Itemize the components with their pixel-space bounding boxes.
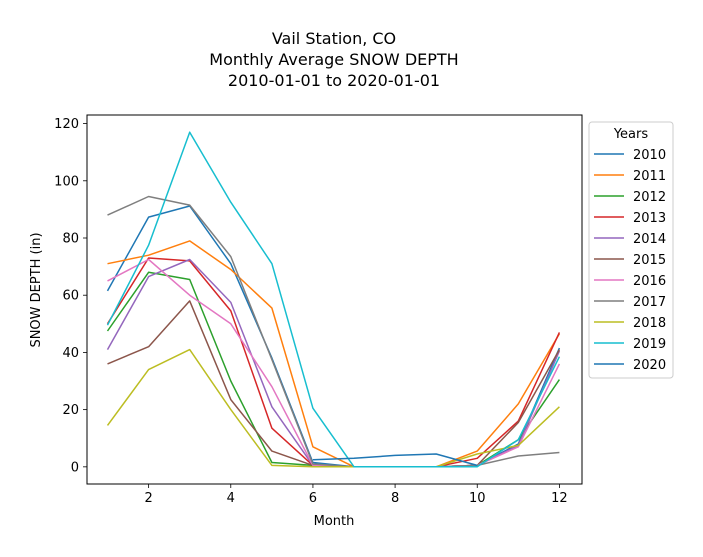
y-tick-label: 20 [62,403,79,418]
legend-label-2016: 2016 [633,274,666,289]
y-tick-label: 40 [62,346,79,361]
legend-label-2019: 2019 [633,337,666,352]
series-line-2014 [106,258,561,468]
x-tick-label: 10 [469,491,486,506]
legend: Years 2010 2011 2012 2013 2014 2015 2016 2017 20… [588,121,674,379]
series-line-2018 [106,348,560,468]
plot-frame [86,114,583,485]
series-line-2017 [107,195,560,468]
series-line-2019 [106,131,561,468]
x-axis-label: Month [314,514,355,529]
legend-label-2011: 2011 [633,169,666,184]
x-tick-label: 12 [551,491,568,506]
y-tick-label: 120 [54,117,79,132]
legend-label-2018: 2018 [633,316,666,331]
legend-label-2015: 2015 [633,253,666,268]
x-tick-label: 6 [309,491,317,506]
legend-label-2020: 2020 [633,358,666,373]
y-axis-label: SNOW DEPTH (in) [29,232,44,347]
y-tick-label: 100 [54,174,79,189]
x-axis: 2 4 6 8 10 12 [144,484,568,506]
y-tick-label: 60 [62,289,79,304]
series-line-2015 [107,300,561,468]
legend-label-2012: 2012 [633,190,666,205]
legend-label-2013: 2013 [633,211,666,226]
legend-label-2010: 2010 [633,148,666,163]
legend-title: Years [613,127,649,142]
plot-lines [106,131,561,468]
y-axis: 0 20 40 60 80 100 120 [54,117,87,475]
y-tick-label: 80 [62,232,79,247]
x-tick-label: 4 [227,491,235,506]
chart-title: Vail Station, CO Monthly Average SNOW DE… [209,29,458,90]
legend-label-2014: 2014 [633,232,666,247]
series-line-2016 [107,258,561,468]
series-line-2020 [312,453,478,467]
series-line-2010 [106,205,561,468]
x-tick-label: 8 [391,491,399,506]
title-line-2: Monthly Average SNOW DEPTH [209,50,458,69]
x-tick-label: 2 [144,491,152,506]
legend-label-2017: 2017 [633,295,666,310]
series-line-2011 [107,240,561,468]
title-line-1: Vail Station, CO [272,29,396,48]
y-tick-label: 0 [71,460,79,475]
legend-box [588,121,674,379]
title-line-3: 2010-01-01 to 2020-01-01 [228,71,440,90]
